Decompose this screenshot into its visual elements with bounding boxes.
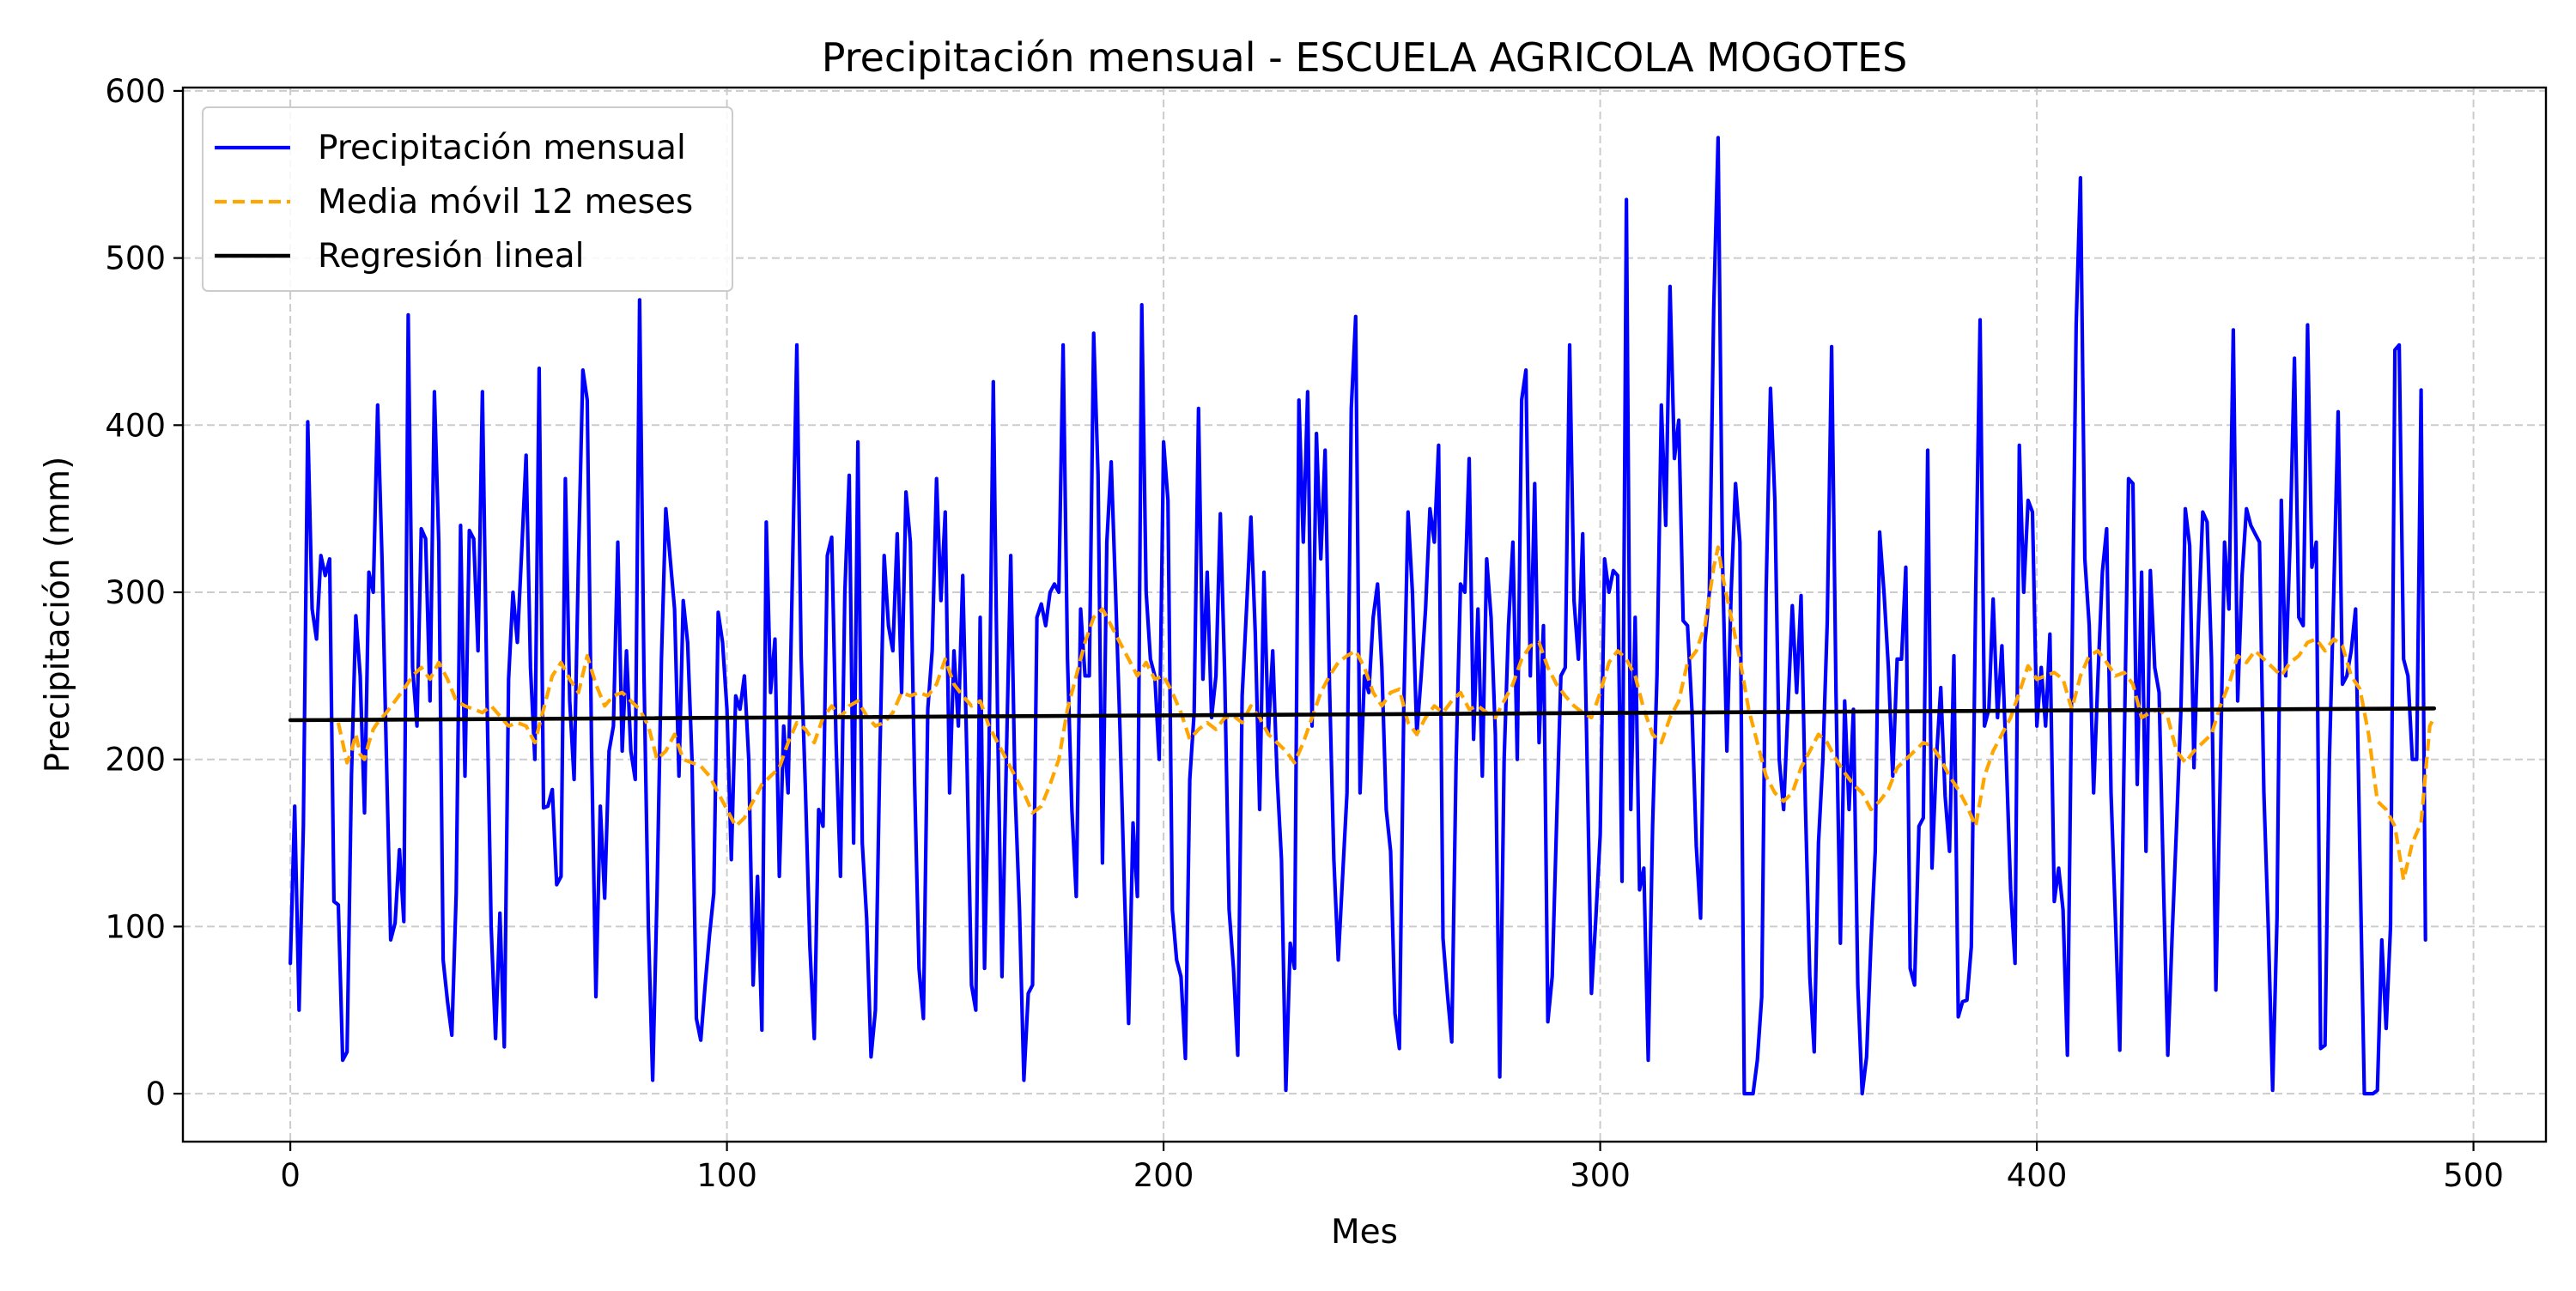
axis-ticks: 0 100 200 300 400 500 0 100 200 300 400 500 600 [105,73,2504,1194]
y-tick-label: 500 [105,240,166,277]
legend-label-media-movil: Media móvil 12 meses [318,183,693,221]
y-tick-label: 300 [105,574,166,611]
x-tick-label: 0 [280,1157,301,1194]
legend-box [202,106,733,292]
chart-title: Precipitación mensual - ESCUELA AGRICOLA… [822,34,1908,81]
x-tick-label: 500 [2443,1157,2504,1194]
precipitacion-mensual-line [289,136,2427,1096]
y-tick-label: 200 [105,742,166,779]
x-axis-label: Mes [1331,1213,1398,1252]
legend-label-precipitacion: Precipitación mensual [318,129,686,167]
y-tick-label: 400 [105,407,166,444]
x-tick-label: 300 [1570,1157,1631,1194]
y-tick-label: 0 [145,1076,166,1112]
legend: Precipitación mensual Media móvil 12 mes… [202,106,733,292]
regresion-lineal-line [288,706,2437,723]
y-tick-label: 600 [105,73,166,110]
plot-series [288,136,2437,1096]
x-tick-label: 400 [2007,1157,2068,1194]
x-tick-label: 100 [696,1157,757,1194]
x-tick-label: 200 [1133,1157,1194,1194]
plot-frame [181,86,2548,1143]
media-movil-line [336,545,2436,882]
y-axis-label: Precipitación (mm) [39,457,77,773]
y-tick-label: 100 [105,908,166,945]
legend-label-regresion: Regresión lineal [318,237,585,276]
